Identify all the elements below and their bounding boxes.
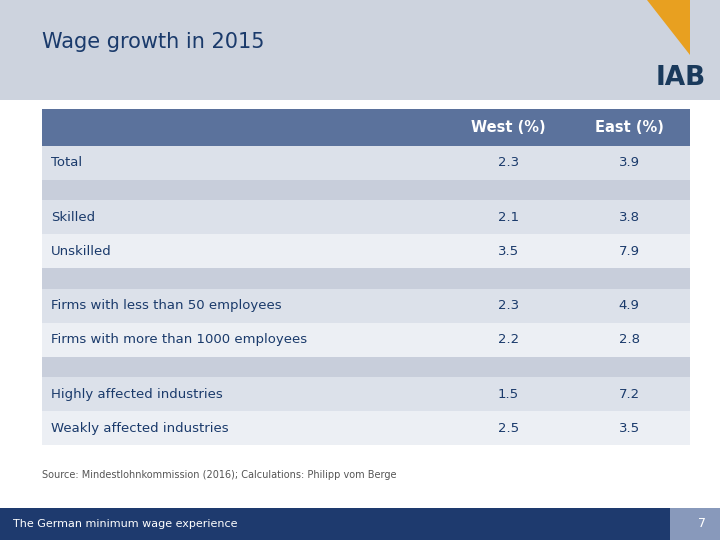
Text: IAB: IAB: [655, 65, 706, 91]
Bar: [42, 289, 690, 323]
Bar: [42, 323, 690, 357]
Text: 7.2: 7.2: [618, 388, 640, 401]
Text: 3.5: 3.5: [618, 422, 640, 435]
Text: 2.5: 2.5: [498, 422, 519, 435]
Text: Weakly affected industries: Weakly affected industries: [51, 422, 229, 435]
Text: East (%): East (%): [595, 120, 664, 135]
Bar: [0, 0, 720, 100]
Text: 3.9: 3.9: [618, 156, 640, 170]
Text: 7.9: 7.9: [618, 245, 640, 258]
Bar: [42, 411, 690, 446]
Text: Total: Total: [51, 156, 82, 170]
Text: 2.1: 2.1: [498, 211, 519, 224]
Text: Firms with more than 1000 employees: Firms with more than 1000 employees: [51, 333, 307, 347]
Text: 2.2: 2.2: [498, 333, 519, 347]
Bar: [670, 508, 720, 540]
Text: West (%): West (%): [471, 120, 546, 135]
Text: Unskilled: Unskilled: [51, 245, 112, 258]
Text: 4.9: 4.9: [619, 299, 639, 313]
Text: 3.5: 3.5: [498, 245, 519, 258]
Text: 2.3: 2.3: [498, 299, 519, 313]
Bar: [42, 234, 690, 268]
Text: Skilled: Skilled: [51, 211, 95, 224]
Bar: [42, 357, 690, 377]
Text: Firms with less than 50 employees: Firms with less than 50 employees: [51, 299, 282, 313]
Text: 2.8: 2.8: [618, 333, 640, 347]
Polygon shape: [647, 0, 690, 55]
Text: 2.3: 2.3: [498, 156, 519, 170]
Text: Wage growth in 2015: Wage growth in 2015: [42, 32, 264, 52]
Text: 7: 7: [698, 517, 706, 530]
Text: 3.8: 3.8: [618, 211, 640, 224]
Bar: [42, 109, 690, 146]
Bar: [42, 268, 690, 289]
Bar: [42, 377, 690, 411]
Text: The German minimum wage experience: The German minimum wage experience: [13, 519, 238, 529]
Bar: [42, 180, 690, 200]
Text: 1.5: 1.5: [498, 388, 519, 401]
Text: Highly affected industries: Highly affected industries: [51, 388, 223, 401]
Bar: [0, 508, 720, 540]
Text: Source: Mindestlohnkommission (2016); Calculations: Philipp vom Berge: Source: Mindestlohnkommission (2016); Ca…: [42, 470, 396, 480]
Bar: [42, 200, 690, 234]
Bar: [42, 146, 690, 180]
